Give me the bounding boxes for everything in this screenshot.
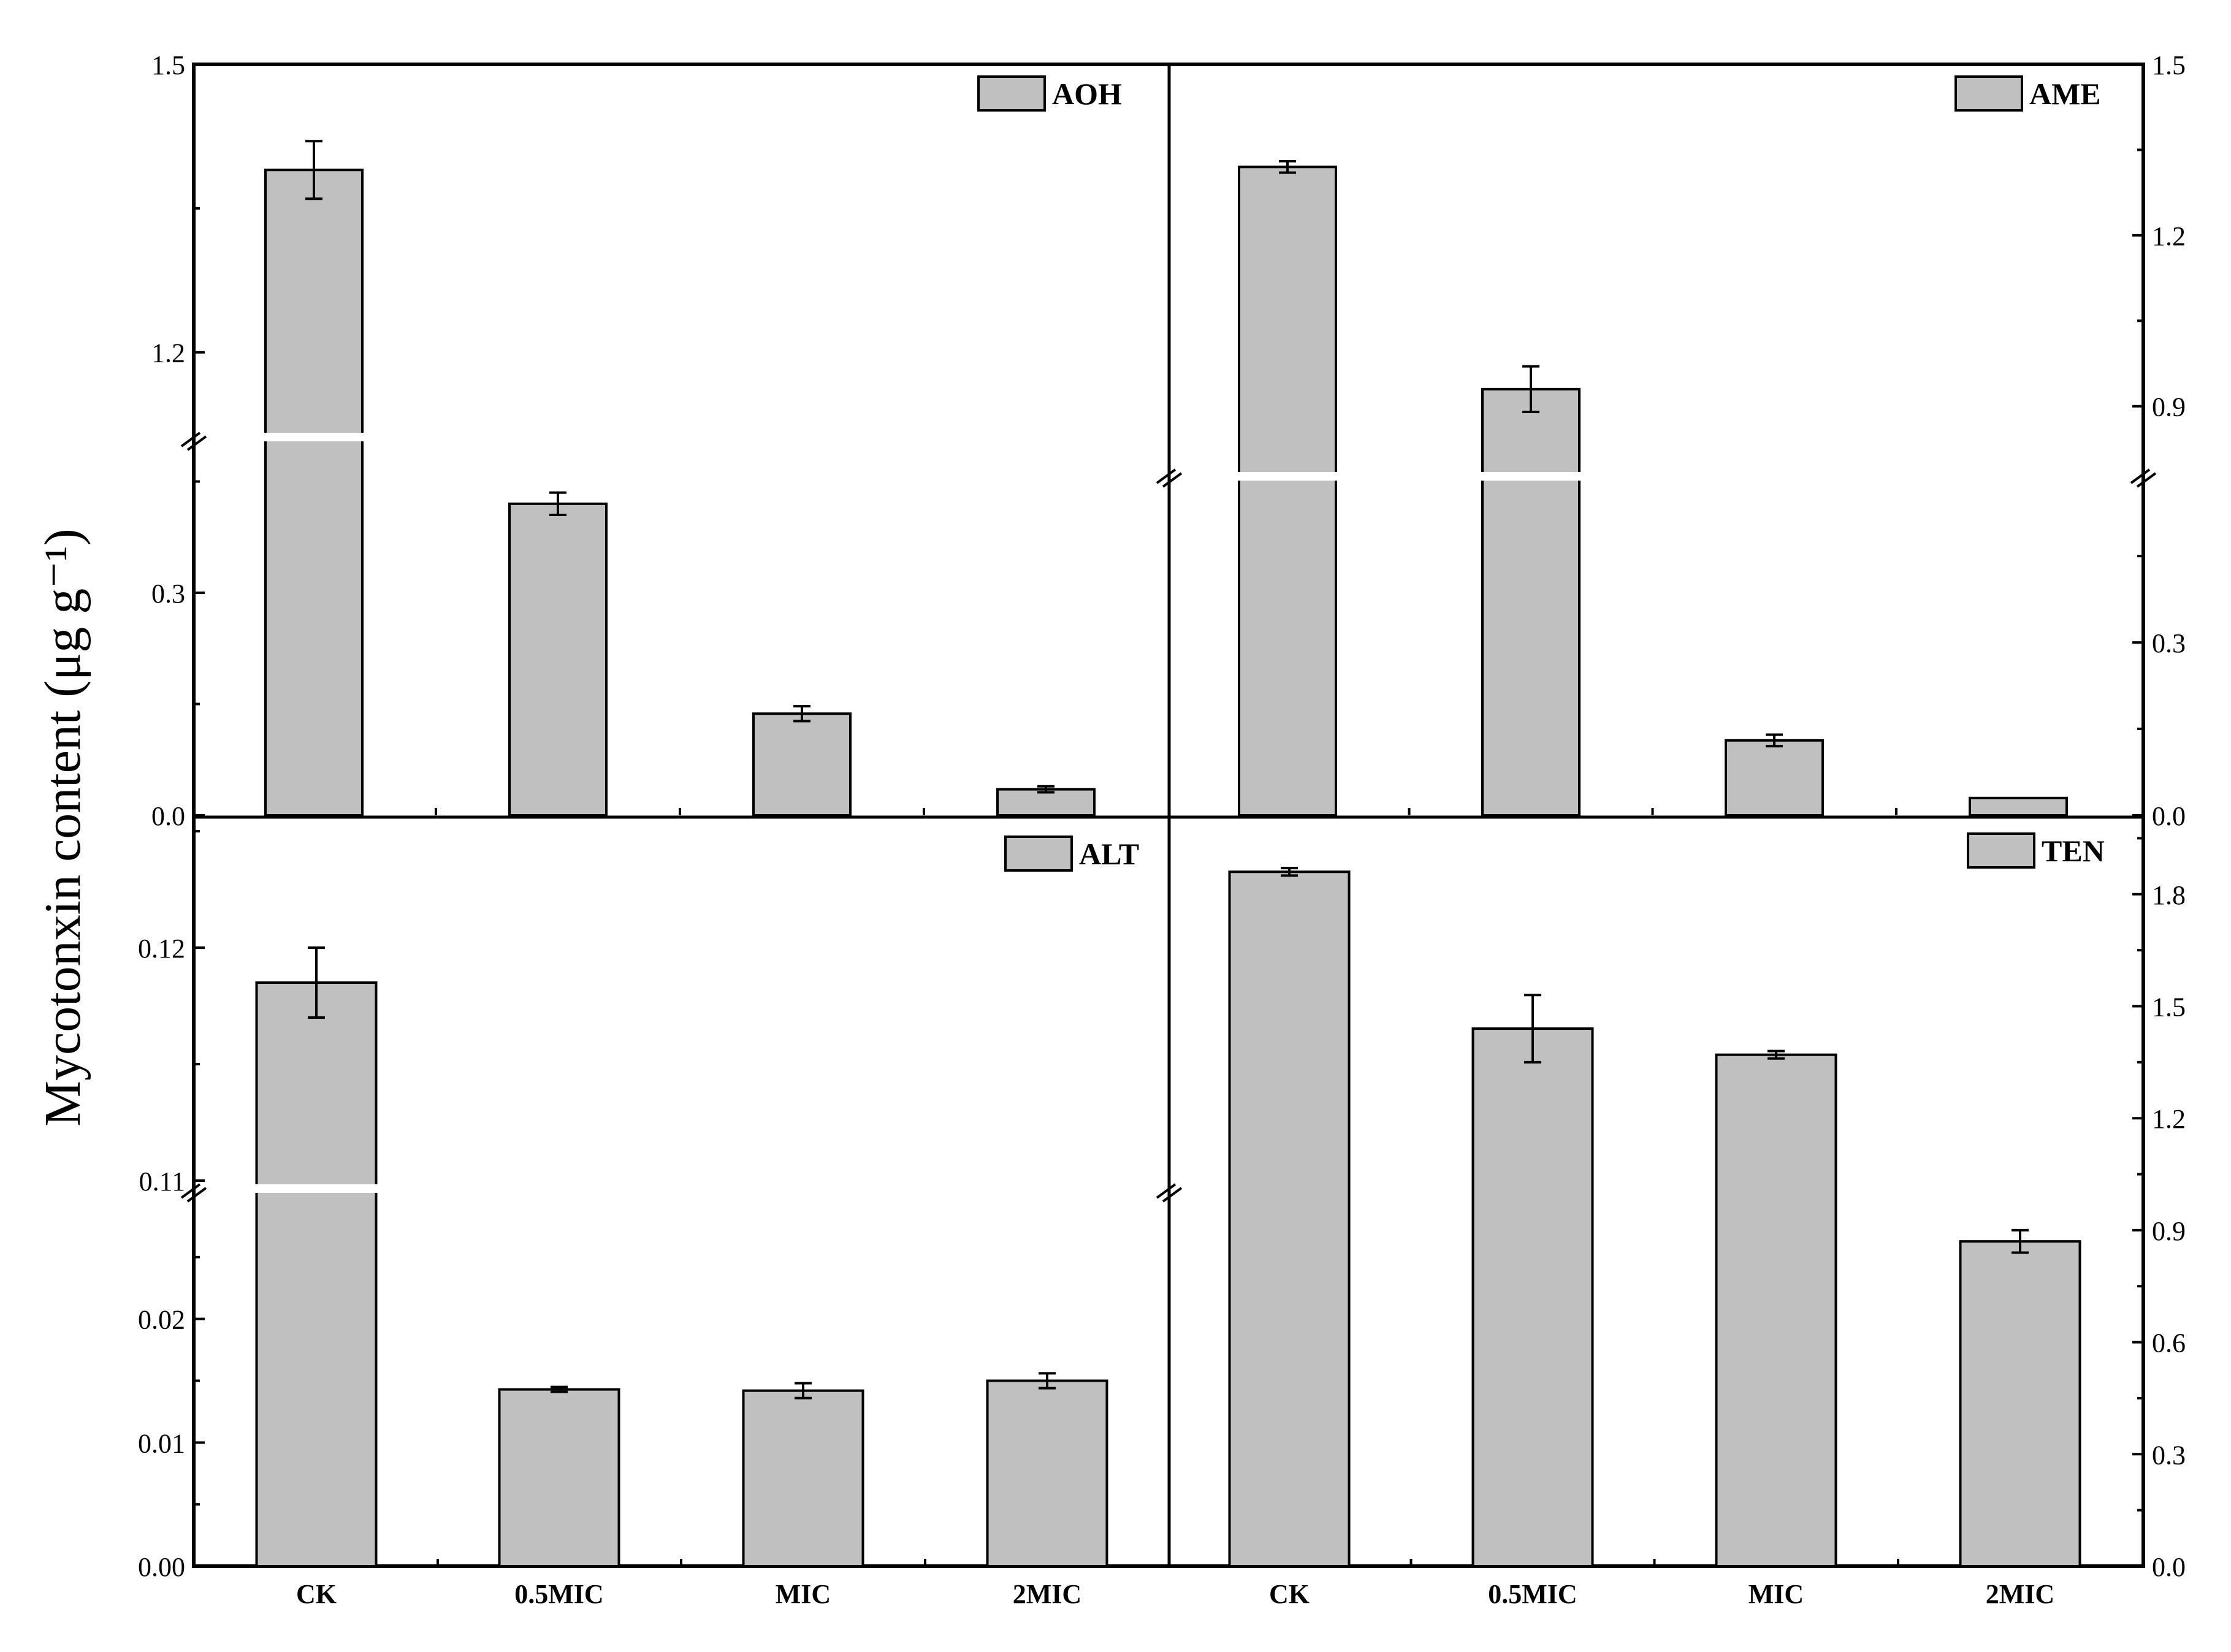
aoh-bar-ck bbox=[264, 169, 364, 817]
ten-bar-05mic bbox=[1471, 1027, 1594, 1568]
axis-break-mark bbox=[1162, 472, 1183, 488]
ten-legend-swatch bbox=[1967, 832, 2035, 869]
x-tick-label-05mic-right: 0.5MIC bbox=[1488, 1579, 1577, 1609]
chart-layer: CK 0.5MIC MIC 2MIC CK 0.5MIC MIC 2MIC 0.0 0.3 1.2 1… bbox=[138, 50, 2186, 1609]
ten-bar-ck bbox=[1228, 870, 1351, 1567]
y-tick-label: 1.8 bbox=[2152, 880, 2186, 910]
aoh-bar-mic bbox=[752, 712, 852, 816]
y-tick-label: 0.0 bbox=[2152, 801, 2186, 831]
axis-break-mark bbox=[186, 435, 207, 451]
y-tick-label: 0.9 bbox=[2152, 392, 2186, 422]
axis-break-mark bbox=[180, 1183, 201, 1199]
ame-legend-label: AME bbox=[2029, 77, 2101, 111]
ame-bar-ck bbox=[1238, 166, 1337, 816]
alt-legend-label: ALT bbox=[1079, 837, 1139, 871]
ame-bar-break-band-ck bbox=[1237, 472, 1338, 481]
alt-bar-ck bbox=[255, 981, 378, 1567]
x-tick-label-mic-left: MIC bbox=[776, 1579, 831, 1609]
ten-bar-mic bbox=[1715, 1053, 1837, 1568]
ame-bar-05mic bbox=[1481, 387, 1581, 816]
aoh-legend-label: AOH bbox=[1052, 77, 1122, 111]
axis-break-mark bbox=[180, 432, 201, 447]
y-axis-title: Mycotonxin content (μg g⁻¹) bbox=[34, 528, 91, 1126]
y-tick-label: 0.02 bbox=[138, 1305, 185, 1335]
aoh-bar-05mic bbox=[508, 502, 608, 816]
axis-break-mark bbox=[1156, 468, 1177, 484]
ten-legend-label: TEN bbox=[2042, 834, 2105, 868]
axis-break-mark bbox=[2130, 468, 2151, 484]
y-tick-label: 0.3 bbox=[2152, 1440, 2186, 1470]
y-tick-label: 0.0 bbox=[2152, 1552, 2186, 1582]
y-tick-label: 0.11 bbox=[139, 1167, 185, 1197]
x-tick-label-2mic-right: 2MIC bbox=[1986, 1579, 2054, 1609]
y-tick-label: 0.3 bbox=[2152, 628, 2186, 658]
alt-bar-break-band-ck bbox=[254, 1184, 378, 1193]
alt-legend-swatch bbox=[1004, 836, 1073, 872]
x-tick-label-2mic-left: 2MIC bbox=[1013, 1579, 1081, 1609]
ame-legend-swatch bbox=[1955, 75, 2023, 112]
aoh-legend-swatch bbox=[977, 75, 1046, 112]
aoh-bar-break-band-ck bbox=[264, 433, 364, 441]
ame-bar-mic bbox=[1725, 739, 1824, 817]
y-tick-label: 0.9 bbox=[2152, 1216, 2186, 1246]
y-tick-label: 0.6 bbox=[2152, 1328, 2186, 1358]
y-tick-label: 1.2 bbox=[2152, 1104, 2186, 1134]
x-tick-label-ck-right: CK bbox=[1269, 1579, 1310, 1609]
y-tick-label: 0.00 bbox=[138, 1552, 185, 1582]
alt-bar-mic bbox=[742, 1389, 864, 1567]
y-tick-label: 1.5 bbox=[151, 50, 185, 80]
ame-bar-break-band-05mic bbox=[1481, 472, 1581, 481]
y-tick-label: 0.01 bbox=[138, 1428, 185, 1458]
x-tick-label-05mic-left: 0.5MIC bbox=[514, 1579, 603, 1609]
y-tick-label: 1.5 bbox=[2152, 992, 2186, 1022]
ame-bar-2mic bbox=[1969, 796, 2068, 816]
y-tick-label: 0.0 bbox=[151, 801, 185, 831]
x-tick-label-mic-right: MIC bbox=[1749, 1579, 1804, 1609]
y-tick-label: 1.5 bbox=[2152, 50, 2186, 80]
axis-break-mark bbox=[1162, 1187, 1183, 1203]
y-tick-label: 1.2 bbox=[2152, 221, 2186, 251]
x-tick-label-ck-left: CK bbox=[296, 1579, 337, 1609]
ten-bar-2mic bbox=[1959, 1240, 2081, 1568]
axis-break-mark bbox=[2136, 472, 2157, 488]
axis-break-mark bbox=[1156, 1183, 1177, 1199]
y-tick-label: 1.2 bbox=[151, 338, 185, 368]
alt-bar-2mic bbox=[986, 1379, 1108, 1567]
alt-bar-05mic bbox=[498, 1388, 620, 1568]
y-tick-label: 0.3 bbox=[151, 579, 185, 609]
axis-break-mark bbox=[186, 1187, 207, 1203]
y-tick-label: 0.12 bbox=[138, 934, 185, 964]
